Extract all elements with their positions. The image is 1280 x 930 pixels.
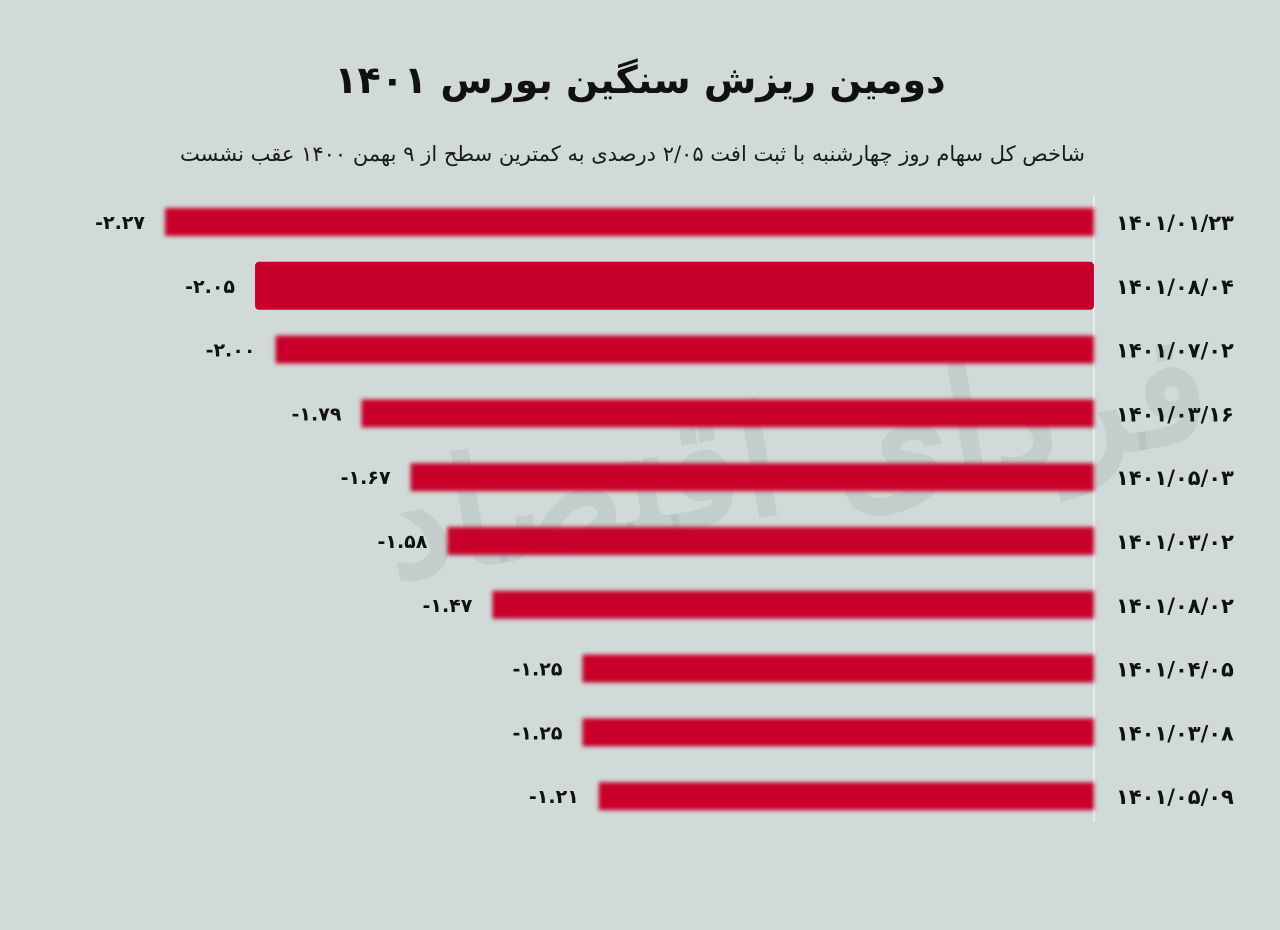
category-label-2: ۱۴۰۱/۰۸/۰۴ (1116, 275, 1234, 299)
category-label-10: ۱۴۰۱/۰۵/۰۹ (1116, 785, 1234, 809)
category-label-4: ۱۴۰۱/۰۳/۱۶ (1116, 402, 1234, 426)
value-label-1: -۲.۲۷ (95, 212, 145, 234)
category-label-3: ۱۴۰۱/۰۷/۰۲ (1116, 339, 1234, 363)
bar-1 (165, 208, 1094, 236)
category-label-7: ۱۴۰۱/۰۸/۰۲ (1116, 594, 1234, 618)
value-label-2: -۲.۰۵ (185, 276, 235, 298)
value-label-9: -۱.۲۵ (513, 722, 563, 744)
value-label-6: -۱.۵۸ (377, 531, 427, 553)
value-label-4: -۱.۷۹ (292, 403, 342, 425)
bar-7 (492, 590, 1094, 619)
bar-2 (255, 261, 1094, 310)
bar-6 (447, 527, 1094, 555)
value-label-3: -۲.۰۰ (206, 340, 256, 362)
bar-10 (598, 782, 1094, 811)
bar-8 (582, 654, 1094, 683)
category-label-8: ۱۴۰۱/۰۴/۰۵ (1116, 658, 1234, 682)
bar-3 (275, 335, 1094, 364)
value-label-10: -۱.۲۱ (529, 786, 579, 808)
category-label-9: ۱۴۰۱/۰۳/۰۸ (1116, 721, 1234, 745)
value-label-8: -۱.۲۵ (513, 659, 563, 681)
bar-4 (361, 399, 1094, 428)
category-label-1: ۱۴۰۱/۰۱/۲۳ (1116, 211, 1234, 235)
value-label-7: -۱.۴۷ (422, 595, 472, 617)
chart-title: دومین ریزش سنگین بورس ۱۴۰۱ (334, 58, 946, 102)
category-label-6: ۱۴۰۱/۰۳/۰۲ (1116, 530, 1234, 554)
bar-5 (410, 463, 1094, 492)
chart-subtitle: شاخص کل سهام روز چهارشنبه با ثبت افت ۲/۰… (180, 142, 1085, 166)
category-label-5: ۱۴۰۱/۰۵/۰۳ (1116, 466, 1234, 490)
value-label-5: -۱.۶۷ (341, 467, 391, 489)
bar-9 (582, 718, 1094, 747)
